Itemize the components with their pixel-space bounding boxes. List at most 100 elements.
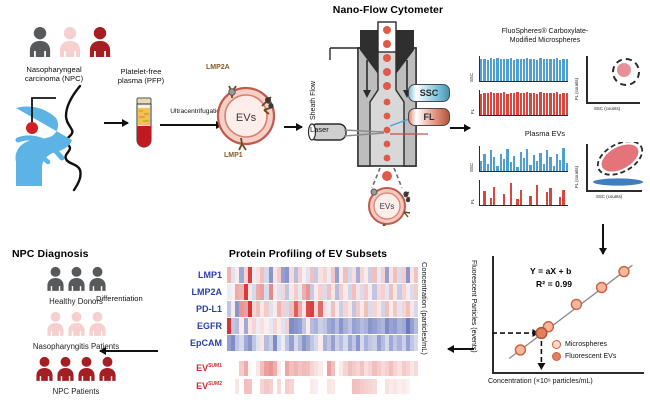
heatmap-cell: [355, 300, 360, 317]
heatmap-cell: [314, 317, 319, 334]
heatmap-cell: [310, 317, 315, 334]
heatmap-cell: [347, 283, 352, 300]
ms-fl-bar: [536, 93, 539, 115]
npc-cohort-label: Nasopharyngeal carcinoma (NPC): [24, 65, 84, 83]
arrow-cytometer-to-traces: [450, 124, 471, 132]
heatmap-cell: [264, 300, 269, 317]
fl-detector[interactable]: FL: [408, 108, 450, 126]
heatmap-row: LMP1: [170, 266, 419, 283]
plasma-ssc-bar: [499, 153, 503, 171]
heatmap-cell: [335, 266, 340, 283]
heatmap-ev-cell: [368, 360, 373, 376]
legend-marker-fluorescent-evs: [552, 352, 561, 361]
heatmap-cell: [343, 266, 348, 283]
heatmap-cell: [389, 300, 394, 317]
heatmap-cell: [281, 334, 286, 351]
heatmap-row-cells: [227, 334, 419, 351]
heatmap-cell: [339, 283, 344, 300]
heatmap-ev-cell: [360, 360, 365, 376]
ms-ssc-bar: [499, 59, 503, 81]
heatmap-cell: [364, 300, 369, 317]
heatmap-cell: [272, 317, 277, 334]
plasma-ssc-bar: [542, 163, 545, 171]
heatmap-row: PD-L1: [170, 300, 419, 317]
heatmap-cell: [409, 334, 415, 351]
heatmap-ev-cell: [318, 378, 323, 394]
patient-icon: [46, 266, 65, 296]
heatmap-cell: [235, 300, 240, 317]
heatmap-cell: [384, 334, 390, 351]
heatmap-cell: [243, 283, 248, 300]
nasopharynx-illustration: [15, 84, 82, 192]
ms-ssc-bar: [562, 58, 565, 81]
heatmap-row-label: PD-L1: [195, 303, 222, 314]
nanoflow-title: Nano-Flow Cytometer: [332, 4, 444, 16]
heatmap-cell: [405, 334, 410, 351]
diagnosis-group: Healthy Donors: [6, 266, 146, 306]
heatmap-cell: [339, 334, 344, 351]
ev-label-superscript: SUM1: [208, 363, 222, 369]
plasma-fl-bar: [559, 196, 562, 205]
laser-label: Laser: [310, 125, 329, 134]
heatmap-cell: [227, 334, 232, 351]
heatmap-cell: [393, 283, 398, 300]
heatmap-cell: [301, 334, 306, 351]
heatmap-cell: [401, 317, 406, 334]
patient-icon: [98, 356, 117, 386]
patient-icon: [67, 266, 86, 296]
heatmap-cell: [376, 266, 381, 283]
heatmap-ev-cell: [251, 378, 257, 394]
heatmap-row-cells: [227, 317, 419, 334]
ssc-axis-label-1: SSC: [469, 72, 474, 82]
plasma-fl-bar: [503, 194, 506, 205]
heatmap-cell: [330, 317, 336, 334]
heatmap-ev-cell: [239, 360, 244, 376]
plasma-ssc-bar: [480, 160, 483, 171]
patient-icon: [88, 311, 107, 341]
heatmap-panel: LMP1 LMP2A PD-L1 EGFR EpCAM EVSUM1 EVSUM2: [170, 266, 419, 395]
heatmap-cell: [227, 300, 232, 317]
heatmap-cell: [260, 283, 265, 300]
heatmap-cell: [351, 266, 356, 283]
ms-fl-bar: [529, 93, 532, 115]
heatmap-ev-row: EVSUM1: [170, 359, 419, 377]
ms-fl-bar: [503, 92, 506, 115]
heatmap-ev-cell: [260, 378, 265, 394]
heatmap-cell: [339, 317, 344, 334]
heatmap-ev-cell: [276, 378, 282, 394]
heatmap-cell: [372, 317, 377, 334]
svg-text:EVs: EVs: [380, 202, 395, 211]
heatmap-ev-cell: [339, 378, 344, 394]
diagnosis-groups: Healthy Donors Nasopharyngitis Patients NP…: [6, 266, 146, 401]
ms-fl-bar: [483, 92, 486, 115]
heatmap-ev-cell: [330, 378, 336, 394]
heatmap-cell: [393, 266, 398, 283]
heatmap-cell: [397, 334, 402, 351]
heatmap-cell: [389, 283, 394, 300]
ssc-counts-axis-1: SSC (counts): [594, 106, 621, 111]
calibration-xlabel: Concentration (×10⁹ particles/mL): [488, 378, 593, 385]
ms-ssc-bar: [493, 58, 496, 81]
heatmap-cell: [322, 283, 327, 300]
heatmap-cell: [305, 266, 311, 283]
heatmap-ev-cell: [289, 378, 294, 394]
heatmap-cell: [347, 300, 352, 317]
heatmap-cell: [251, 300, 257, 317]
heatmap-row-label: EGFR: [196, 320, 222, 331]
heatmap-cell: [393, 300, 398, 317]
heatmap-cell: [285, 266, 290, 283]
ms-fl-bar: [562, 92, 565, 115]
heatmap-ev-cell: [264, 360, 269, 376]
npc-person-grey-glyph: [29, 26, 51, 57]
heatmap-ev-cell: [343, 378, 348, 394]
ultracentrifugation-label: Ultracentrifugation: [170, 108, 224, 115]
fl-axis-label-2: FL: [470, 198, 475, 204]
heatmap-cell: [251, 266, 257, 283]
heatmap-cell: [281, 283, 286, 300]
heatmap-ev-cell: [347, 378, 352, 394]
plasma-ssc-bar: [562, 148, 565, 171]
heatmap-cell: [247, 300, 252, 317]
patient-icon: [88, 266, 107, 296]
plasma-fl-bar: [529, 195, 532, 205]
ssc-detector[interactable]: SSC: [408, 84, 450, 102]
